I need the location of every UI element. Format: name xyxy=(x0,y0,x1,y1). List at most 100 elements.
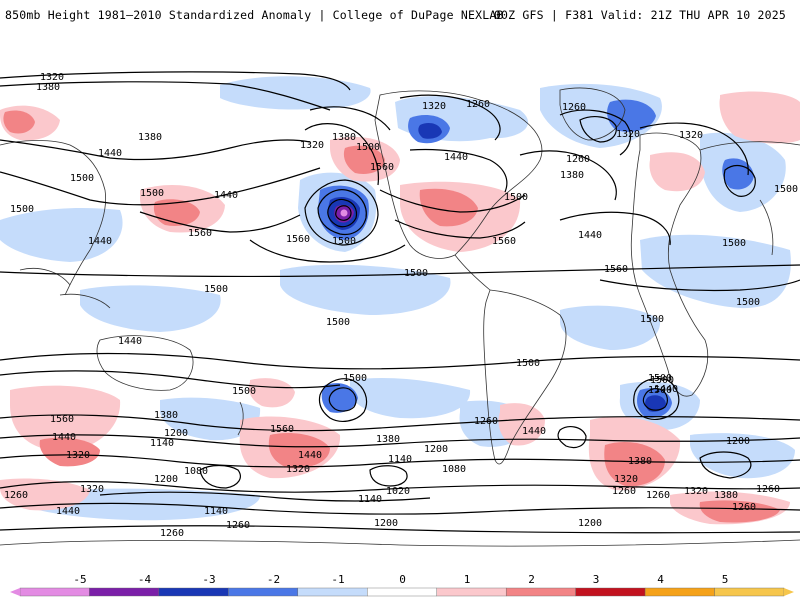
colorbar-tick-label: -4 xyxy=(138,573,152,586)
contour-label: 1440 xyxy=(298,450,322,461)
contour-label: 1440 xyxy=(88,236,112,247)
contour-1380-ak xyxy=(309,106,391,131)
contour-1380-pac-low xyxy=(327,198,358,228)
contour-label: 1440 xyxy=(444,152,468,163)
colorbar: -5 -4 -3 -2 -1 0 1 2 3 4 5 xyxy=(0,568,800,600)
contour-label: 1560 xyxy=(492,236,516,247)
contour-label: 1260 xyxy=(4,490,28,501)
pos2-south-west xyxy=(39,437,100,467)
pos1-antarctic-west xyxy=(0,478,90,511)
contour-label: 1320 xyxy=(300,140,324,151)
colorbar-segment-pos2 xyxy=(505,587,576,597)
colorbar-tick-label: 2 xyxy=(528,573,535,586)
contour-1440-asia xyxy=(723,164,756,197)
map-title: 850mb Height 1981–2010 Standardized Anom… xyxy=(5,8,504,22)
colorbar-segments xyxy=(10,587,794,597)
contour-label: 1380 xyxy=(628,456,652,467)
contour-label: 1380 xyxy=(714,490,738,501)
coast-north-america xyxy=(374,90,543,259)
contour-label: 1140 xyxy=(358,494,382,505)
contour-label: 1260 xyxy=(466,99,490,110)
colorbar-segment-neg1 xyxy=(297,587,368,597)
colorbar-tick-label: 4 xyxy=(657,573,664,586)
contour-1440-np xyxy=(0,139,311,161)
model-run-info: 00Z GFS | F381 Valid: 21Z THU APR 10 202… xyxy=(493,8,786,22)
contour-label: 1200 xyxy=(164,428,188,439)
contour-label: 1500 xyxy=(10,204,34,215)
contour-label: 1080 xyxy=(442,464,466,475)
colorbar-right-cap xyxy=(784,588,794,596)
contour-1320-sh xyxy=(0,454,800,468)
pos1-siberia xyxy=(649,152,705,192)
contour-label: 1320 xyxy=(80,484,104,495)
map-panel: 1320 1380 1440 1500 1500 1500 1560 1440 … xyxy=(0,40,800,560)
contour-label: 1380 xyxy=(332,132,356,143)
colorbar-tick-label: 1 xyxy=(464,573,471,586)
contour-1320-gl xyxy=(559,109,632,156)
contour-label: 1500 xyxy=(204,284,228,295)
contour-label: 1260 xyxy=(612,486,636,497)
neg5-gulf-alaska-core xyxy=(340,209,348,217)
colorbar-segment-zero xyxy=(367,587,437,597)
contour-label: 1500 xyxy=(332,236,356,247)
neg1-north-pacific xyxy=(220,76,371,110)
contour-label: 1260 xyxy=(160,528,184,539)
pos1-east-nh xyxy=(719,91,800,144)
contour-label: 1560 xyxy=(286,234,310,245)
coast-india xyxy=(759,199,774,256)
coast-asia xyxy=(0,140,800,296)
contour-label: 1140 xyxy=(204,506,228,517)
colorbar-tick-label: 3 xyxy=(593,573,600,586)
colorbar-segment-neg5 xyxy=(19,587,90,597)
colorbar-tick-label: -1 xyxy=(331,573,344,586)
contour-1500-equator xyxy=(0,264,800,278)
contour-1500-sh xyxy=(0,352,800,370)
colorbar-svg: -5 -4 -3 -2 -1 0 1 2 3 4 5 xyxy=(10,573,794,597)
contour-label: 1380 xyxy=(36,82,60,93)
contour-1260-bottom xyxy=(0,525,800,534)
contour-1260-sh xyxy=(0,481,800,493)
colorbar-segment-neg2 xyxy=(228,587,299,597)
contour-label: 1440 xyxy=(654,384,678,395)
contour-1320-pac-low xyxy=(335,205,352,221)
contour-sh-low-d xyxy=(369,465,408,487)
contour-1380-sh xyxy=(0,434,800,448)
contour-label: 1320 xyxy=(40,72,64,83)
coast-south-america xyxy=(483,289,567,465)
contour-1440-canada xyxy=(409,148,508,193)
colorbar-tick-label: -2 xyxy=(267,573,280,586)
contour-label: 1560 xyxy=(188,228,212,239)
colorbar-tick-label: -3 xyxy=(202,573,215,586)
contour-1500-io xyxy=(599,279,800,292)
coast-antarctica xyxy=(0,539,800,547)
contour-label: 1200 xyxy=(424,444,448,455)
contour-label: 1560 xyxy=(270,424,294,435)
contour-label: 1500 xyxy=(648,385,672,396)
colorbar-left-cap xyxy=(10,588,20,596)
contour-label: 1380 xyxy=(560,170,584,181)
coast-greenland xyxy=(559,87,626,141)
coastlines xyxy=(0,87,800,547)
contour-label: 1320 xyxy=(422,101,446,112)
colorbar-segment-pos4 xyxy=(644,587,715,597)
contour-label: 1440 xyxy=(56,506,80,517)
contour-label: 1500 xyxy=(736,297,760,308)
contour-1500-us xyxy=(379,189,526,213)
contour-label: 1440 xyxy=(52,432,76,443)
contour-1440-pac-low xyxy=(317,189,367,236)
contour-label: 1500 xyxy=(326,317,350,328)
pos2-south-mid xyxy=(268,432,330,469)
colorbar-segment-pos5 xyxy=(714,587,785,597)
contour-label: 1380 xyxy=(376,434,400,445)
colorbar-segment-neg4 xyxy=(89,587,160,597)
neg3-southern-low-b xyxy=(645,395,666,412)
pos2-west-nh xyxy=(3,110,36,134)
contour-label: 1560 xyxy=(370,162,394,173)
contour-1560-atl xyxy=(559,211,671,246)
colorbar-tick-label: 0 xyxy=(399,573,406,586)
contour-label: 1260 xyxy=(566,154,590,165)
contour-label: 1500 xyxy=(232,386,256,397)
contour-label: 1500 xyxy=(404,268,428,279)
contour-1500-np xyxy=(0,167,321,206)
colorbar-tick-label: 5 xyxy=(722,573,729,586)
